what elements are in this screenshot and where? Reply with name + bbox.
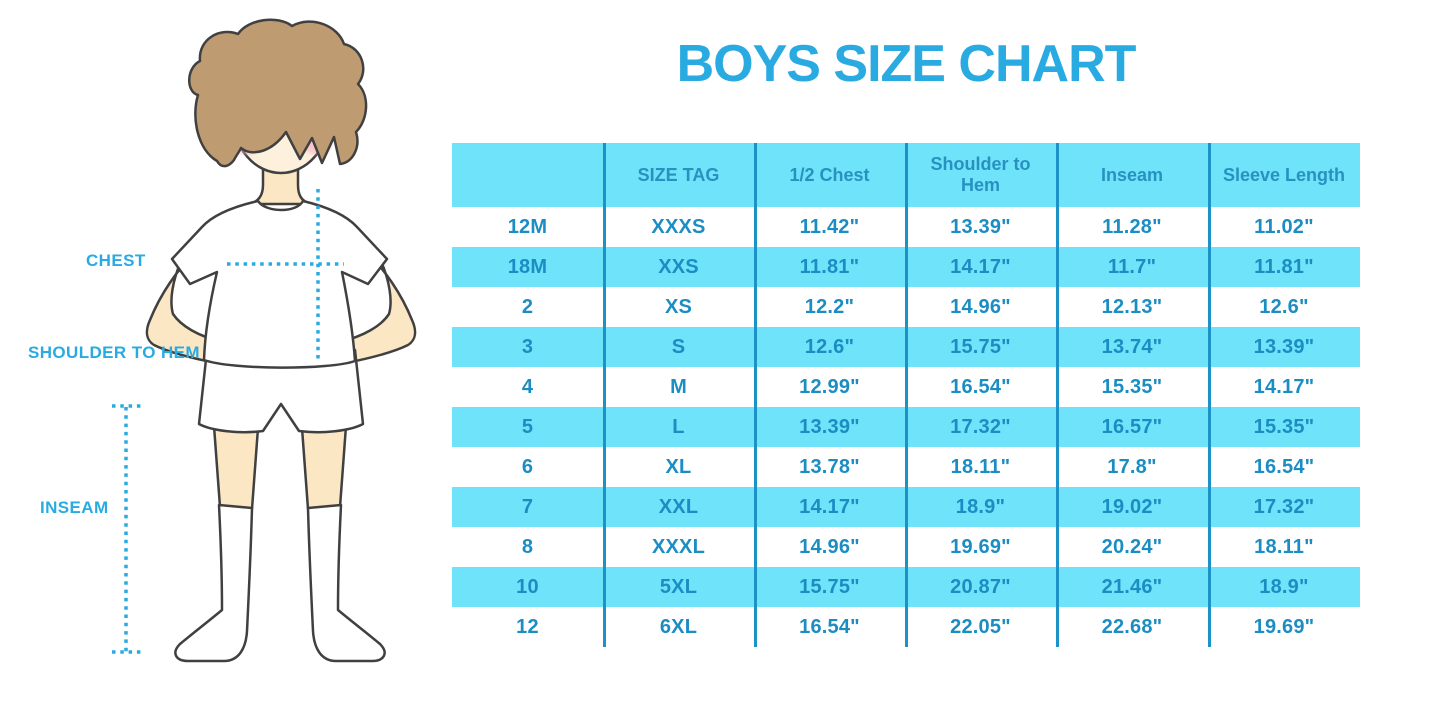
column-divider [754,143,757,647]
table-cell: 16.54" [799,615,860,638]
table-cell: 2 [521,295,534,318]
boy-right-leg [300,424,348,511]
boy-shirt [170,199,389,369]
table-cell: XXS [658,255,699,278]
table-cell: 13.39" [950,215,1011,238]
inseam-label: INSEAM [40,498,109,517]
table-cell: 12.13" [1101,295,1163,318]
table-cell: 14.17" [799,495,860,518]
table-cell: M [670,375,687,398]
header-cell: Inseam [1100,164,1164,185]
boy-shorts [197,348,365,434]
table-cell: 22.68" [1101,615,1163,638]
table-cell: 13.39" [799,415,860,438]
table-cell: 13.78" [799,455,860,478]
header-cell: Shoulder to Hem [930,154,1031,195]
table-cell: 17.32" [1253,495,1315,518]
column-divider [1056,143,1059,647]
table-cell: 17.8" [1107,455,1157,478]
table-cell: 18M [507,255,548,278]
table-cell: 6XL [659,615,698,638]
header-cell [452,143,603,207]
table-cell: 15.75" [799,575,860,598]
header-cell: Sleeve Length [1222,164,1346,185]
table-cell: 14.96" [950,295,1011,318]
table-cell: 11.81" [799,255,860,278]
table-cell: 12.2" [804,295,855,318]
table-cell: XL [665,455,692,478]
table-cell: 15.75" [950,335,1011,358]
table-cell: 7 [521,495,534,518]
table-cell: 18.11" [950,455,1011,478]
boy-right-sock [306,503,386,663]
table-cell: 12.99" [799,375,860,398]
table-cell: 4 [521,375,534,398]
chest-label: CHEST [86,251,146,270]
table-cell: 12M [507,215,548,238]
table-cell: 18.9" [955,495,1006,518]
table-cell: 5XL [659,575,698,598]
column-divider [603,143,606,647]
table-cell: 3 [521,335,534,358]
page-title: BOYS SIZE CHART [676,35,1137,93]
table-cell: L [672,415,685,438]
table-cell: 12.6" [804,335,855,358]
table-cell: 20.24" [1101,535,1163,558]
table-cell: 17.32" [950,415,1011,438]
table-cell: 22.05" [950,615,1011,638]
table-cell: 20.87" [950,575,1011,598]
table-cell: 19.69" [1253,615,1315,638]
header-cell: SIZE TAG [637,164,720,185]
table-cell: 15.35" [1253,415,1315,438]
table-cell: 11.42" [799,215,860,238]
table-cell: 8 [521,535,534,558]
table-cell: 11.28" [1102,215,1162,238]
table-cell: 15.35" [1101,375,1163,398]
column-divider [905,143,908,647]
table-cell: 13.74" [1101,335,1163,358]
measurement-illustration: CHEST SHOULDER TO HEM INSEAM [0,0,460,723]
boy-left-sock [174,503,254,663]
header-cell: 1/2 Chest [789,164,870,185]
table-cell: 19.02" [1101,495,1163,518]
table-cell: 10 [516,575,539,598]
size-table: SIZE TAG 1/2 Chest Shoulder to Hem Inseam Sl… [452,143,1360,647]
table-cell: 14.17" [1253,375,1315,398]
table-cell: 13.39" [1253,335,1315,358]
table-cell: 18.9" [1259,575,1309,598]
table-cell: 11.02" [1254,215,1314,238]
table-cell: 16.54" [950,375,1011,398]
column-divider [1208,143,1211,647]
table-cell: XXXL [651,535,706,558]
table-cell: 16.57" [1101,415,1163,438]
table-cell: XXXS [651,215,706,238]
table-cell: 6 [521,455,534,478]
shoulder-to-hem-label: SHOULDER TO HEM [28,343,200,362]
table-cell: 19.69" [950,535,1011,558]
boy-right-arm [338,250,417,365]
table-cell: 16.54" [1253,455,1315,478]
table-cell: XS [664,295,693,318]
boy-left-arm [145,250,224,365]
boy-figure-illustration [112,18,417,663]
table-cell: 12.6" [1259,295,1309,318]
table-cell: 14.17" [950,255,1011,278]
table-cell: 11.7" [1107,255,1157,278]
table-cell: S [671,335,686,358]
table-cell: 12 [516,615,539,638]
table-cell: 18.11" [1254,535,1314,558]
table-cell: 21.46" [1101,575,1163,598]
table-cell: 11.81" [1254,255,1314,278]
table-cell: 5 [521,415,534,438]
table-cell: XXL [658,495,699,518]
boy-hair [188,18,368,168]
boy-left-leg [212,424,260,511]
table-cell: 14.96" [799,535,860,558]
